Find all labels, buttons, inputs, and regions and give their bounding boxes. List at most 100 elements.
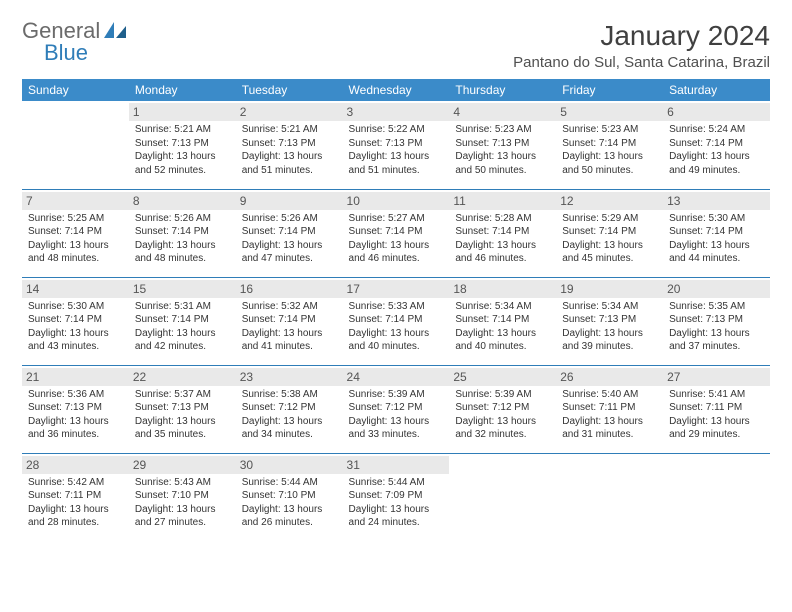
daylight-text: and 44 minutes. — [669, 252, 764, 266]
calendar-day-cell: 17Sunrise: 5:33 AMSunset: 7:14 PMDayligh… — [343, 277, 450, 365]
daylight-text: and 27 minutes. — [135, 516, 230, 530]
daylight-text: and 36 minutes. — [28, 428, 123, 442]
daylight-text: and 34 minutes. — [242, 428, 337, 442]
calendar-day-cell: . — [663, 453, 770, 541]
sunset-text: Sunset: 7:14 PM — [669, 225, 764, 239]
sunrise-text: Sunrise: 5:32 AM — [242, 300, 337, 314]
daylight-text: Daylight: 13 hours — [562, 150, 657, 164]
sunrise-text: Sunrise: 5:26 AM — [242, 212, 337, 226]
calendar-day-cell: 29Sunrise: 5:43 AMSunset: 7:10 PMDayligh… — [129, 453, 236, 541]
daylight-text: Daylight: 13 hours — [669, 415, 764, 429]
calendar-table: Sunday Monday Tuesday Wednesday Thursday… — [22, 79, 770, 541]
logo-word-blue: Blue — [44, 42, 88, 64]
sunrise-text: Sunrise: 5:44 AM — [349, 476, 444, 490]
calendar-day-cell: 27 Sunrise: 5:41 AMSunset: 7:11 PMDayligh… — [663, 365, 770, 453]
day-number: 1 — [129, 103, 236, 121]
day-number: 4 — [449, 103, 556, 121]
day-number: 27 — [663, 368, 770, 386]
day-header: Monday — [129, 79, 236, 101]
sunrise-text: Sunrise: 5:38 AM — [242, 388, 337, 402]
day-header: Saturday — [663, 79, 770, 101]
daylight-text: Daylight: 13 hours — [242, 239, 337, 253]
daylight-text: Daylight: 13 hours — [669, 239, 764, 253]
calendar-day-cell: 1Sunrise: 5:21 AMSunset: 7:13 PMDaylight… — [129, 101, 236, 189]
daylight-text: and 26 minutes. — [242, 516, 337, 530]
calendar-day-cell: 30Sunrise: 5:44 AMSunset: 7:10 PMDayligh… — [236, 453, 343, 541]
daylight-text: and 40 minutes. — [349, 340, 444, 354]
calendar-week-row: .1Sunrise: 5:21 AMSunset: 7:13 PMDayligh… — [22, 101, 770, 189]
sunset-text: Sunset: 7:09 PM — [349, 489, 444, 503]
day-number: 7 — [22, 192, 129, 210]
daylight-text: Daylight: 13 hours — [669, 150, 764, 164]
sunset-text: Sunset: 7:12 PM — [455, 401, 550, 415]
month-title: January 2024 — [513, 20, 770, 52]
calendar-day-cell: 10Sunrise: 5:27 AMSunset: 7:14 PMDayligh… — [343, 189, 450, 277]
day-number: 24 — [343, 368, 450, 386]
sunset-text: Sunset: 7:13 PM — [455, 137, 550, 151]
daylight-text: and 48 minutes. — [28, 252, 123, 266]
day-header: Tuesday — [236, 79, 343, 101]
sunrise-text: Sunrise: 5:29 AM — [562, 212, 657, 226]
sunset-text: Sunset: 7:11 PM — [669, 401, 764, 415]
calendar-day-cell: 18Sunrise: 5:34 AMSunset: 7:14 PMDayligh… — [449, 277, 556, 365]
day-number: 6 — [663, 103, 770, 121]
day-header-row: Sunday Monday Tuesday Wednesday Thursday… — [22, 79, 770, 101]
calendar-day-cell: 11 Sunrise: 5:28 AMSunset: 7:14 PMDayligh… — [449, 189, 556, 277]
day-number: 25 — [449, 368, 556, 386]
sunrise-text: Sunrise: 5:43 AM — [135, 476, 230, 490]
sunrise-text: Sunrise: 5:42 AM — [28, 476, 123, 490]
daylight-text: Daylight: 13 hours — [562, 327, 657, 341]
daylight-text: and 48 minutes. — [135, 252, 230, 266]
title-block: January 2024 Pantano do Sul, Santa Catar… — [513, 20, 770, 71]
calendar-week-row: 7Sunrise: 5:25 AMSunset: 7:14 PMDaylight… — [22, 189, 770, 277]
sunrise-text: Sunrise: 5:24 AM — [669, 123, 764, 137]
calendar-day-cell: 28Sunrise: 5:42 AMSunset: 7:11 PMDayligh… — [22, 453, 129, 541]
day-number: 21 — [22, 368, 129, 386]
daylight-text: and 51 minutes. — [242, 164, 337, 178]
daylight-text: Daylight: 13 hours — [135, 415, 230, 429]
sunset-text: Sunset: 7:14 PM — [349, 313, 444, 327]
daylight-text: and 43 minutes. — [28, 340, 123, 354]
sunrise-text: Sunrise: 5:23 AM — [455, 123, 550, 137]
daylight-text: and 51 minutes. — [349, 164, 444, 178]
sunrise-text: Sunrise: 5:21 AM — [135, 123, 230, 137]
calendar-day-cell: 8Sunrise: 5:26 AMSunset: 7:14 PMDaylight… — [129, 189, 236, 277]
daylight-text: Daylight: 13 hours — [455, 239, 550, 253]
sunset-text: Sunset: 7:13 PM — [669, 313, 764, 327]
daylight-text: Daylight: 13 hours — [28, 415, 123, 429]
day-number: 31 — [343, 456, 450, 474]
sunset-text: Sunset: 7:11 PM — [562, 401, 657, 415]
calendar-day-cell: 7Sunrise: 5:25 AMSunset: 7:14 PMDaylight… — [22, 189, 129, 277]
calendar-day-cell: 6Sunrise: 5:24 AMSunset: 7:14 PMDaylight… — [663, 101, 770, 189]
daylight-text: and 46 minutes. — [455, 252, 550, 266]
day-number: 11 — [449, 192, 556, 210]
calendar-day-cell: 24Sunrise: 5:39 AMSunset: 7:12 PMDayligh… — [343, 365, 450, 453]
daylight-text: and 46 minutes. — [349, 252, 444, 266]
sunrise-text: Sunrise: 5:22 AM — [349, 123, 444, 137]
sunrise-text: Sunrise: 5:28 AM — [455, 212, 550, 226]
sunset-text: Sunset: 7:14 PM — [455, 225, 550, 239]
day-number: 9 — [236, 192, 343, 210]
daylight-text: and 50 minutes. — [562, 164, 657, 178]
sunset-text: Sunset: 7:13 PM — [135, 137, 230, 151]
sunset-text: Sunset: 7:14 PM — [135, 225, 230, 239]
day-number: 28 — [22, 456, 129, 474]
day-header: Friday — [556, 79, 663, 101]
day-number: 13 — [663, 192, 770, 210]
calendar-day-cell: . — [449, 453, 556, 541]
sunrise-text: Sunrise: 5:44 AM — [242, 476, 337, 490]
daylight-text: and 24 minutes. — [349, 516, 444, 530]
sunrise-text: Sunrise: 5:41 AM — [669, 388, 764, 402]
daylight-text: Daylight: 13 hours — [669, 327, 764, 341]
day-number: 20 — [663, 280, 770, 298]
day-number: 2 — [236, 103, 343, 121]
sunrise-text: Sunrise: 5:21 AM — [242, 123, 337, 137]
day-header: Thursday — [449, 79, 556, 101]
calendar-day-cell: 16Sunrise: 5:32 AMSunset: 7:14 PMDayligh… — [236, 277, 343, 365]
sunrise-text: Sunrise: 5:30 AM — [28, 300, 123, 314]
calendar-day-cell: 12Sunrise: 5:29 AMSunset: 7:14 PMDayligh… — [556, 189, 663, 277]
page-header: General January 2024 Pantano do Sul, San… — [22, 20, 770, 71]
calendar-day-cell: 15Sunrise: 5:31 AMSunset: 7:14 PMDayligh… — [129, 277, 236, 365]
sunrise-text: Sunrise: 5:25 AM — [28, 212, 123, 226]
calendar-day-cell: . — [22, 101, 129, 189]
